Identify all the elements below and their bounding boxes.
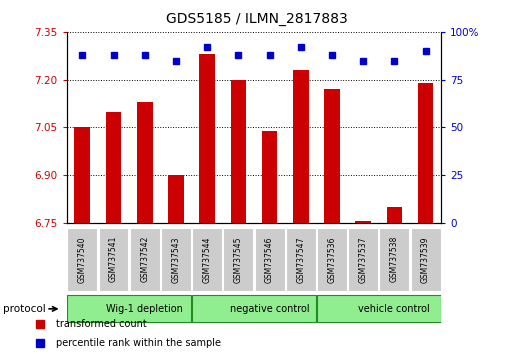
Text: GSM737545: GSM737545 bbox=[234, 236, 243, 282]
Text: GSM737543: GSM737543 bbox=[171, 236, 181, 282]
Text: transformed count: transformed count bbox=[55, 319, 146, 329]
Bar bbox=[192, 228, 222, 291]
Text: GSM737544: GSM737544 bbox=[203, 236, 212, 282]
Bar bbox=[67, 228, 97, 291]
Text: percentile rank within the sample: percentile rank within the sample bbox=[55, 338, 221, 348]
Text: GSM737539: GSM737539 bbox=[421, 236, 430, 282]
Bar bbox=[161, 228, 191, 291]
Bar bbox=[356, 222, 371, 223]
Bar bbox=[168, 175, 184, 223]
Bar bbox=[317, 295, 441, 322]
Bar bbox=[293, 70, 308, 223]
Bar bbox=[348, 228, 378, 291]
Bar bbox=[286, 228, 315, 291]
Text: GSM737547: GSM737547 bbox=[296, 236, 305, 282]
Text: negative control: negative control bbox=[230, 304, 309, 314]
Bar bbox=[98, 228, 128, 291]
Text: GSM737541: GSM737541 bbox=[109, 236, 118, 282]
Bar bbox=[254, 228, 285, 291]
Bar bbox=[230, 80, 246, 223]
Text: GSM737537: GSM737537 bbox=[359, 236, 368, 282]
Bar bbox=[324, 89, 340, 223]
Bar bbox=[200, 54, 215, 223]
Bar bbox=[223, 228, 253, 291]
Bar bbox=[130, 228, 160, 291]
Text: Wig-1 depletion: Wig-1 depletion bbox=[106, 304, 183, 314]
Text: vehicle control: vehicle control bbox=[359, 304, 430, 314]
Bar bbox=[192, 295, 315, 322]
Bar bbox=[387, 207, 402, 223]
Bar bbox=[137, 102, 152, 223]
Bar bbox=[418, 83, 433, 223]
Bar bbox=[380, 228, 409, 291]
Bar bbox=[67, 295, 191, 322]
Bar bbox=[262, 131, 278, 223]
Text: GSM737540: GSM737540 bbox=[78, 236, 87, 282]
Bar bbox=[410, 228, 441, 291]
Text: GDS5185 / ILMN_2817883: GDS5185 / ILMN_2817883 bbox=[166, 12, 347, 27]
Bar bbox=[74, 127, 90, 223]
Bar bbox=[317, 228, 347, 291]
Text: GSM737538: GSM737538 bbox=[390, 236, 399, 282]
Text: protocol: protocol bbox=[3, 304, 45, 314]
Text: GSM737542: GSM737542 bbox=[140, 236, 149, 282]
Bar bbox=[106, 112, 121, 223]
Text: GSM737536: GSM737536 bbox=[327, 236, 337, 282]
Text: GSM737546: GSM737546 bbox=[265, 236, 274, 282]
